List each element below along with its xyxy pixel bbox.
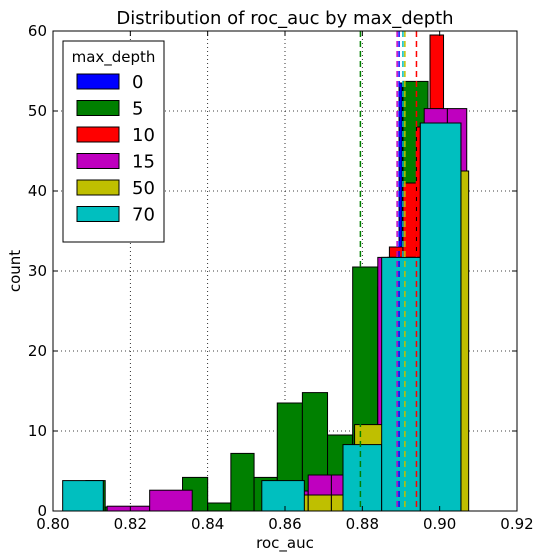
bar-5 bbox=[207, 502, 232, 512]
x-tick-label: 0.80 bbox=[36, 515, 69, 533]
x-tick-label: 0.92 bbox=[500, 515, 533, 533]
x-tick-label: 0.86 bbox=[268, 515, 301, 533]
legend-swatch bbox=[76, 126, 120, 143]
legend: max_depth 0 5 10 15 50 70 bbox=[62, 40, 165, 243]
series-70 bbox=[62, 122, 462, 512]
legend-title: max_depth bbox=[72, 48, 156, 67]
bar-70 bbox=[261, 480, 305, 512]
chart-title: Distribution of roc_auc by max_depth bbox=[116, 8, 453, 29]
legend-entry-5: 5 bbox=[76, 99, 143, 120]
x-axis-label: roc_auc bbox=[256, 534, 314, 553]
y-tick-label: 50 bbox=[28, 102, 47, 120]
legend-swatch bbox=[76, 179, 120, 196]
legend-label: 10 bbox=[132, 125, 155, 146]
bar-70 bbox=[381, 256, 421, 512]
y-tick-label: 30 bbox=[28, 262, 47, 280]
bar-15 bbox=[149, 489, 193, 512]
x-axis-ticks: 0.80 0.82 0.84 0.86 0.88 0.90 0.92 bbox=[36, 31, 534, 533]
y-tick-label: 60 bbox=[28, 22, 47, 40]
legend-entry-0: 0 bbox=[76, 72, 143, 93]
y-tick-label: 10 bbox=[28, 422, 47, 440]
legend-label: 70 bbox=[132, 205, 155, 226]
y-tick-label: 0 bbox=[37, 502, 47, 520]
legend-swatch bbox=[76, 153, 120, 169]
mean-lines bbox=[359, 31, 418, 511]
y-tick-label: 40 bbox=[28, 182, 47, 200]
legend-label: 15 bbox=[132, 152, 155, 173]
legend-label: 5 bbox=[132, 99, 143, 120]
x-tick-label: 0.88 bbox=[346, 515, 379, 533]
legend-swatch bbox=[76, 100, 120, 116]
y-tick-label: 20 bbox=[28, 342, 47, 360]
bar-50 bbox=[307, 494, 332, 512]
legend-label: 0 bbox=[132, 72, 143, 93]
legend-label: 50 bbox=[132, 178, 155, 199]
bar-15 bbox=[106, 505, 151, 512]
y-axis-label: count bbox=[6, 250, 24, 292]
legend-entry-70: 70 bbox=[76, 205, 155, 226]
legend-entry-15: 15 bbox=[76, 152, 155, 173]
legend-entry-50: 50 bbox=[76, 178, 155, 199]
x-tick-label: 0.90 bbox=[423, 515, 456, 533]
x-tick-label: 0.84 bbox=[191, 515, 224, 533]
legend-swatch bbox=[76, 73, 120, 90]
bar-70 bbox=[342, 444, 383, 512]
legend-swatch bbox=[76, 206, 120, 222]
bar-50 bbox=[460, 170, 470, 512]
bar-70 bbox=[419, 122, 462, 512]
bar-70 bbox=[62, 480, 104, 512]
x-tick-label: 0.82 bbox=[114, 515, 147, 533]
bar-5 bbox=[230, 452, 255, 512]
legend-entry-10: 10 bbox=[76, 125, 155, 146]
